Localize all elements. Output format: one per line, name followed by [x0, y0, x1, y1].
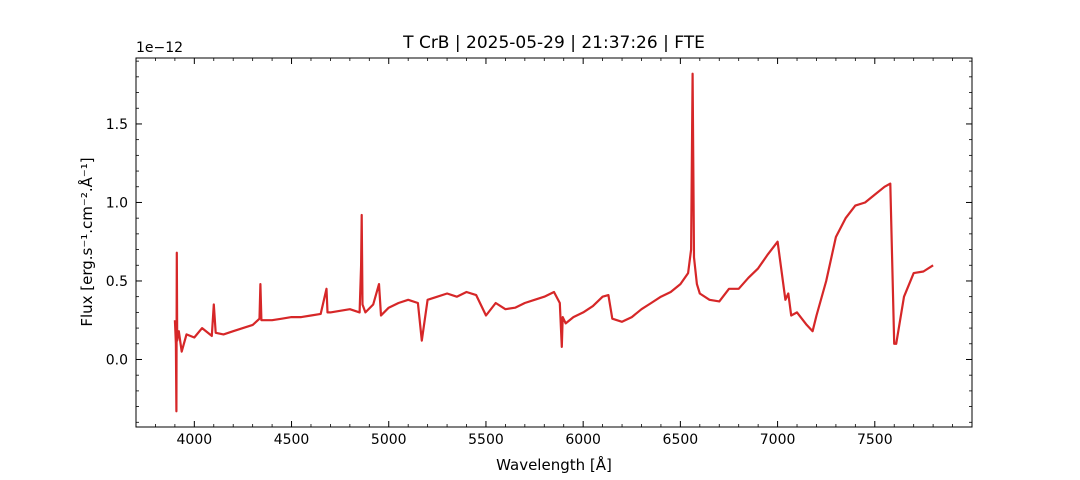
- y-offset-text: 1e−12: [136, 40, 183, 56]
- x-tick-label: 5500: [468, 432, 504, 448]
- axis-ticks: 4000 4500 5000 5500 6000 6500 7000 7500 0.0 0.5 1.…: [106, 58, 972, 448]
- plot-area: [173, 72, 934, 413]
- x-tick-label: 6500: [663, 432, 699, 448]
- x-tick-label: 4000: [177, 432, 213, 448]
- plot-frame: [135, 57, 973, 428]
- x-tick-label: 4500: [274, 432, 310, 448]
- y-tick-label: 0.5: [106, 274, 128, 290]
- y-tick-label: 1.5: [106, 117, 128, 133]
- x-tick-label: 7500: [857, 432, 893, 448]
- spectrum-line: [173, 72, 934, 413]
- chart-title: T CrB | 2025-05-29 | 21:37:26 | FTE: [402, 33, 705, 53]
- y-tick-label: 1.0: [106, 195, 128, 211]
- x-tick-label: 7000: [760, 432, 796, 448]
- x-tick-label: 5000: [371, 432, 407, 448]
- y-axis-label: Flux [erg.s⁻¹.cm⁻².Å⁻¹]: [77, 157, 96, 326]
- y-tick-label: 0.0: [106, 352, 128, 368]
- x-axis-label: Wavelength [Å]: [496, 455, 612, 474]
- x-tick-label: 6000: [565, 432, 601, 448]
